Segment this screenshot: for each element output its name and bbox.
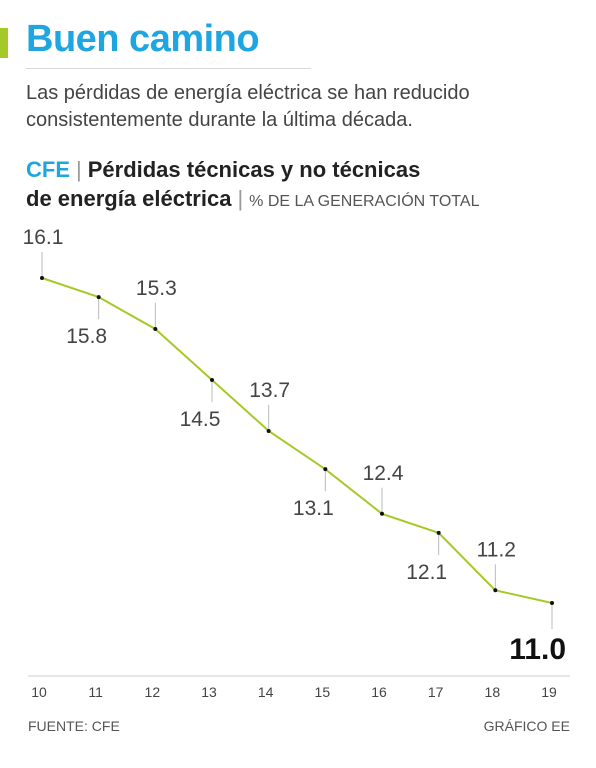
- data-label: 15.8: [66, 325, 107, 348]
- chart-title-line2: de energía eléctrica: [26, 186, 232, 211]
- heading-separator-2: |: [237, 186, 244, 211]
- chart-title-line1: Pérdidas técnicas y no técnicas: [87, 157, 421, 182]
- heading-separator: |: [76, 157, 82, 182]
- data-labels: 16.1 15.8 15.3 14.5 13.7 13.1 12.4 12.1 11.2 11.0: [23, 226, 566, 666]
- data-point: [153, 326, 158, 331]
- x-tick-label: 15: [315, 684, 331, 700]
- data-point: [210, 377, 214, 382]
- data-label: 12.4: [363, 462, 404, 485]
- data-label: 15.3: [136, 277, 177, 300]
- accent-bar: [0, 28, 8, 58]
- data-label: 13.7: [249, 379, 290, 402]
- x-tick-label: 10: [31, 684, 47, 700]
- data-point: [266, 428, 271, 433]
- x-tick-label: 11: [88, 684, 103, 700]
- data-point: [40, 276, 44, 280]
- x-tick-label: 14: [258, 684, 274, 700]
- page-title: Buen camino: [26, 18, 260, 60]
- x-tick-labels: 10 11 12 13 14 15 16 17 18 19: [31, 684, 557, 700]
- series-line: [41, 277, 553, 604]
- title-divider: [26, 68, 311, 69]
- data-point: [96, 295, 101, 300]
- data-point: [550, 601, 554, 605]
- data-point: [436, 530, 441, 535]
- x-tick-label: 16: [371, 684, 387, 700]
- data-label: 12.1: [406, 561, 447, 584]
- x-tick-label: 17: [428, 684, 444, 700]
- chart-brand: CFE: [26, 157, 70, 182]
- data-point: [380, 511, 384, 516]
- data-point: [323, 467, 328, 472]
- data-label: 14.5: [180, 408, 221, 431]
- x-tick-label: 13: [201, 684, 217, 700]
- data-points: [40, 276, 554, 605]
- data-point: [493, 588, 498, 593]
- source-note: FUENTE: CFE: [28, 718, 120, 734]
- data-label: 11.2: [477, 538, 516, 561]
- chart-units: % DE LA GENERACIÓN TOTAL: [249, 193, 480, 210]
- chart-heading: CFE | Pérdidas técnicas y no técnicas de e…: [26, 155, 571, 216]
- data-label: 16.1: [23, 226, 64, 249]
- label-leaders: [41, 252, 553, 629]
- x-tick-label: 19: [541, 684, 557, 700]
- x-tick-label: 12: [145, 684, 161, 700]
- x-tick-label: 18: [485, 684, 501, 700]
- data-label: 13.1: [293, 497, 334, 520]
- data-label: 11.0: [509, 633, 566, 666]
- page-subtitle: Las pérdidas de energía eléctrica se han…: [26, 82, 470, 131]
- credit-note: GRÁFICO EE: [483, 718, 570, 734]
